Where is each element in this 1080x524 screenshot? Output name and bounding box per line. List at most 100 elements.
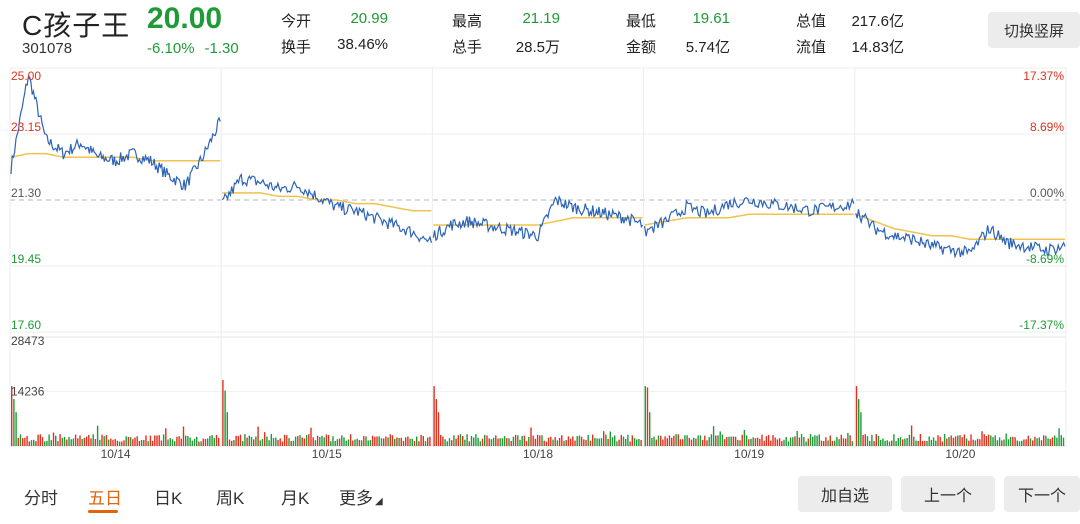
stock-name: C孩子王 (22, 10, 131, 41)
volume-bar (609, 431, 611, 446)
volume-bar (70, 439, 72, 446)
volume-bars (11, 380, 1065, 447)
open-value: 20.99 (350, 10, 388, 27)
volume-bar (693, 437, 695, 446)
tab-daily-k[interactable]: 日K (154, 489, 183, 508)
volume-bar (803, 437, 805, 446)
volume-bar (990, 435, 992, 446)
volume-bar (1023, 439, 1025, 446)
volume-bar (884, 440, 886, 446)
five-day-chart-svg: 25.00 23.15 21.30 19.45 17.60 17.37% 8.69% 0.00… (9, 67, 1067, 461)
volume-bar (242, 441, 244, 446)
volume-bar (820, 440, 823, 446)
volume-bar (325, 434, 328, 446)
volume-bar (814, 435, 816, 446)
volume-bar (151, 440, 154, 446)
tab-monthly-k[interactable]: 月K (281, 489, 310, 508)
volume-bar (862, 435, 864, 446)
volume-bar (77, 438, 79, 446)
volume-bar (470, 436, 473, 446)
volume-bar (334, 441, 336, 446)
volume-bar (233, 440, 235, 446)
volume-bar (851, 441, 853, 446)
volume-bar (218, 437, 220, 446)
volume-bar (37, 434, 39, 446)
volume-bar (162, 434, 165, 446)
volume-bar (787, 441, 790, 446)
volume-bar (979, 439, 981, 446)
volume-bar (200, 441, 202, 446)
low-label: 最低 (626, 13, 657, 30)
tab-intraday[interactable]: 分时 (24, 489, 58, 508)
volume-bar (734, 436, 737, 446)
volume-bar (116, 440, 119, 446)
volume-bar (1001, 440, 1003, 446)
volume-bar (578, 435, 581, 446)
volume-bar (899, 437, 902, 446)
volume-bar (495, 435, 497, 446)
volume-bar (554, 437, 556, 446)
volume-bar (697, 435, 699, 446)
volume-bar (895, 441, 897, 446)
volume-bar (985, 436, 988, 446)
volume-bar (503, 436, 506, 446)
volume-bar (752, 437, 754, 446)
volume-bar (299, 435, 301, 446)
previous-stock-button[interactable]: 上一个 (901, 476, 995, 512)
volume-bar (158, 435, 160, 446)
volume-bar (831, 440, 834, 446)
volume-bar (176, 436, 178, 446)
volume-bar (904, 438, 906, 446)
volume-bar (237, 435, 239, 446)
switch-portrait-button[interactable]: 切换竖屏 (988, 12, 1080, 48)
volume-bar (193, 438, 196, 446)
volume-bar (690, 439, 693, 446)
pct-axis-label: 8.69% (1030, 120, 1064, 134)
price-lines (10, 75, 1066, 259)
volume-axis-label: 28473 (11, 334, 45, 348)
tab-weekly-k[interactable]: 周K (216, 489, 245, 508)
volume-bar (1045, 435, 1047, 446)
volume-bar (871, 434, 873, 446)
tab-five-day[interactable]: 五日 (88, 489, 122, 508)
volume-bar (140, 439, 143, 446)
avg-price-line (10, 152, 221, 162)
volume-bar (823, 441, 825, 446)
add-watchlist-button[interactable]: 加自选 (798, 476, 892, 512)
volume-bar (107, 439, 110, 446)
volume-bar (244, 434, 246, 446)
volume-bar (272, 438, 275, 446)
volume-bar (550, 436, 552, 446)
volume-bar (83, 437, 86, 446)
volume-bar (1062, 437, 1065, 446)
volume-bar (13, 399, 15, 446)
volume-bar (378, 436, 380, 446)
volume-bar (638, 439, 640, 446)
volume-bar (92, 434, 94, 446)
volume-bar (185, 435, 187, 446)
volume-bar (583, 439, 585, 446)
price-line (221, 172, 432, 243)
volume-bar (202, 438, 204, 446)
intraday-chart[interactable]: 25.00 23.15 21.30 19.45 17.60 17.37% 8.69% 0.00… (0, 62, 1080, 462)
volume-bar (52, 432, 55, 446)
volume-bar (1047, 438, 1049, 446)
volume-bar (781, 441, 783, 446)
price-axis-label: 23.15 (11, 120, 41, 134)
volume-bar (686, 435, 688, 446)
volume-bar (629, 441, 631, 446)
volume-bar (261, 439, 264, 446)
volume-bar (312, 437, 314, 446)
volume-bar (354, 439, 356, 446)
next-stock-button[interactable]: 下一个 (1004, 476, 1080, 512)
volume-bar (1051, 437, 1054, 446)
volume-bar (512, 436, 515, 446)
volume-bar (165, 428, 167, 446)
price-line (432, 194, 644, 242)
volume-bar (668, 435, 671, 446)
volume-bar (521, 436, 523, 446)
tab-more[interactable]: 更多 ◢ (339, 484, 383, 509)
change-amount: -1.30 (204, 40, 239, 57)
pct-axis-label: -17.37% (1019, 318, 1064, 332)
volume-bar (101, 434, 103, 446)
